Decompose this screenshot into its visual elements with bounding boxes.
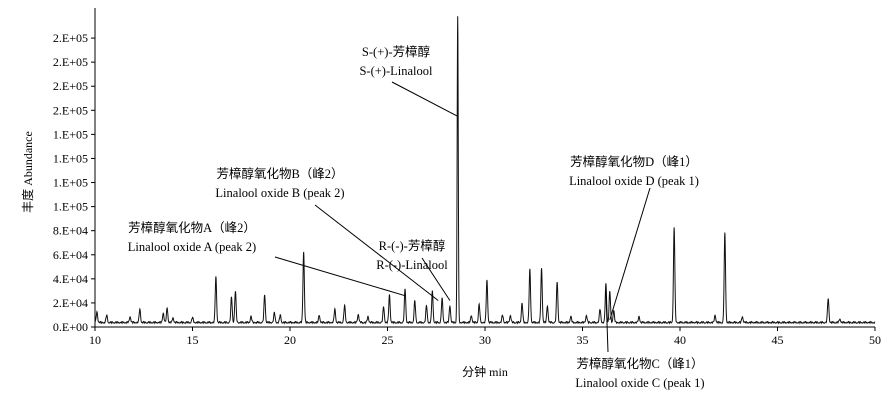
chromatogram-trace <box>94 16 876 325</box>
annotation-oxide-a: 芳樟醇氧化物A（峰2） Linalool oxide A (peak 2) <box>128 220 406 297</box>
y-tick-label: 6.E+04 <box>53 248 88 262</box>
annotation-leader-line <box>274 256 406 297</box>
annotation-oxide-d: 芳樟醇氧化物D（峰1） Linalool oxide D (peak 1) <box>569 154 699 320</box>
annotation-label: 芳樟醇氧化物B（峰2） <box>216 166 343 181</box>
annotation-label: S-(+)-Linalool <box>359 64 433 78</box>
axes <box>91 8 876 331</box>
annotation-s-linalool: S-(+)-芳樟醇 S-(+)-Linalool <box>359 44 458 117</box>
annotation-leader-line <box>605 290 609 353</box>
x-tick-label: 15 <box>187 333 199 347</box>
y-tick-label: 2.E+05 <box>53 31 88 45</box>
annotation-leader-line <box>314 204 439 301</box>
annotation-label: 芳樟醇氧化物C（峰1） <box>576 356 703 371</box>
y-tick-label: 1.E+05 <box>53 127 88 141</box>
annotation-oxide-c: 芳樟醇氧化物C（峰1） Linalool oxide C (peak 1) <box>575 290 705 390</box>
annotation-leader-line <box>609 187 651 320</box>
y-tick-label: 2.E+05 <box>53 103 88 117</box>
annotation-label: S-(+)-芳樟醇 <box>362 44 430 59</box>
y-tick-label: 2.E+04 <box>53 296 88 310</box>
annotation-leader-line <box>421 257 451 301</box>
annotation-label: R-(-)-Linalool <box>376 258 448 272</box>
x-tick-label: 10 <box>89 333 101 347</box>
y-tick-label: 2.E+05 <box>53 79 88 93</box>
annotation-label: Linalool oxide A (peak 2) <box>128 240 256 254</box>
y-tick-label: 1.E+05 <box>53 151 88 165</box>
annotation-label: R-(-)-芳樟醇 <box>379 238 446 253</box>
x-tick-label: 40 <box>674 333 686 347</box>
annotation-label: Linalool oxide B (peak 2) <box>215 186 344 200</box>
tick-labels: 10 15 20 25 30 35 40 45 50 0.E+00 2.E+04 4.E+04 6.E+… <box>53 31 881 347</box>
y-tick-label: 4.E+04 <box>53 272 88 286</box>
x-axis-title: 分钟 min <box>462 364 508 379</box>
annotation-label: Linalool oxide D (peak 1) <box>569 174 699 188</box>
x-tick-label: 35 <box>577 333 589 347</box>
x-tick-label: 25 <box>382 333 394 347</box>
x-tick-label: 50 <box>869 333 881 347</box>
x-tick-label: 30 <box>479 333 491 347</box>
y-tick-label: 1.E+05 <box>53 176 88 190</box>
x-tick-label: 20 <box>284 333 296 347</box>
y-tick-label: 1.E+05 <box>53 200 88 214</box>
annotation-oxide-b: 芳樟醇氧化物B（峰2） Linalool oxide B (peak 2) <box>215 166 439 301</box>
annotation-label: Linalool oxide C (peak 1) <box>575 376 704 390</box>
peak-annotations: S-(+)-芳樟醇 S-(+)-Linalool R-(-)-芳樟醇 R-(-)-Li… <box>128 44 705 390</box>
annotation-label: 芳樟醇氧化物A（峰2） <box>128 220 256 235</box>
annotation-r-linalool: R-(-)-芳樟醇 R-(-)-Linalool <box>376 238 451 301</box>
annotation-leader-line <box>391 81 458 117</box>
x-tick-label: 45 <box>772 333 784 347</box>
y-axis-title: 丰度 Abundance <box>20 131 35 213</box>
y-tick-label: 2.E+05 <box>53 55 88 69</box>
y-tick-label: 0.E+00 <box>53 320 88 334</box>
annotation-label: 芳樟醇氧化物D（峰1） <box>570 154 698 169</box>
y-tick-label: 8.E+04 <box>53 224 88 238</box>
